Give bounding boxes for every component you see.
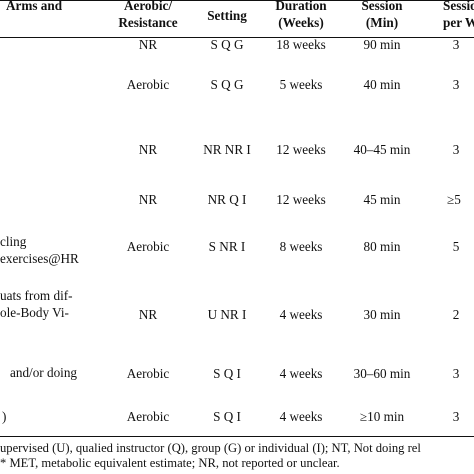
cell-setting: NR NR I — [203, 142, 251, 157]
cell-type: Aerobic — [126, 77, 170, 92]
header-sessions-line2: per Week — [443, 15, 474, 30]
cell-setting: S Q G — [210, 77, 244, 92]
footnote-line1: upervised (U), qualied instructor (Q), g… — [0, 441, 421, 455]
cell-per-week: 3 — [452, 142, 460, 157]
cell-type: NR — [138, 192, 158, 207]
cell-per-week: 2 — [452, 307, 460, 322]
header-setting: Setting — [207, 8, 247, 23]
header-bottom-rule — [0, 37, 474, 38]
cell-type: Aerobic — [126, 239, 170, 254]
table-bottom-rule — [0, 436, 474, 437]
header-type-line2: Resistance — [118, 15, 178, 30]
cell-type: NR — [138, 307, 158, 322]
cell-arms-line1: ) — [2, 409, 7, 424]
cell-duration: 12 weeks — [276, 142, 326, 157]
cell-duration: 5 weeks — [279, 77, 323, 92]
cell-arms-line1: cling — [0, 234, 27, 249]
cell-per-week: 3 — [452, 77, 460, 92]
cell-per-week: 3 — [452, 409, 460, 424]
header-duration-line2: (Weeks) — [278, 15, 324, 30]
cell-setting: S Q I — [213, 366, 241, 381]
cell-type: Aerobic — [126, 409, 170, 424]
cell-setting: S Q G — [210, 37, 244, 52]
cell-duration: 8 weeks — [279, 239, 323, 254]
header-session-line2: (Min) — [365, 15, 399, 30]
cell-type: NR — [138, 37, 158, 52]
cell-type: Aerobic — [126, 366, 170, 381]
cell-type: NR — [138, 142, 158, 157]
table-top-rule — [0, 0, 474, 1]
cell-setting: NR Q I — [207, 192, 247, 207]
cell-session: 90 min — [363, 37, 401, 52]
cell-duration: 4 weeks — [279, 307, 323, 322]
header-duration-line1: Duration — [275, 0, 327, 13]
cell-arms-line1: and/or doing — [10, 365, 78, 380]
cell-duration: 4 weeks — [279, 366, 323, 381]
cell-per-week: 3 — [452, 37, 460, 52]
cell-session: 80 min — [363, 239, 401, 254]
cell-arms-line1: uats from dif- — [0, 288, 73, 303]
header-session-line1: Session — [361, 0, 403, 13]
cell-per-week: 5 — [452, 239, 460, 254]
header-arms: Arms and — [6, 0, 63, 13]
cell-session: 40–45 min — [353, 142, 411, 157]
cell-arms-line2: ole-Body Vi- — [0, 305, 69, 320]
cell-setting: U NR I — [207, 307, 247, 322]
cell-session: 30–60 min — [353, 366, 411, 381]
cell-duration: 12 weeks — [276, 192, 326, 207]
cell-session: 40 min — [363, 77, 401, 92]
cell-session: ≥10 min — [359, 409, 405, 424]
cell-duration: 18 weeks — [276, 37, 326, 52]
header-sessions-line1: Sessions — [443, 0, 474, 13]
cell-per-week: ≥5 — [447, 192, 461, 207]
header-type-line1: Aerobic/ — [123, 0, 173, 13]
footnote-line2: * MET, metabolic equivalent estimate; NR… — [0, 456, 340, 470]
cell-arms-line2: exercises@HR — [0, 251, 79, 266]
cell-session: 45 min — [363, 192, 401, 207]
cell-setting: S Q I — [213, 409, 241, 424]
cell-duration: 4 weeks — [279, 409, 323, 424]
cell-setting: S NR I — [208, 239, 246, 254]
cell-session: 30 min — [363, 307, 401, 322]
cell-per-week: 3 — [452, 366, 460, 381]
